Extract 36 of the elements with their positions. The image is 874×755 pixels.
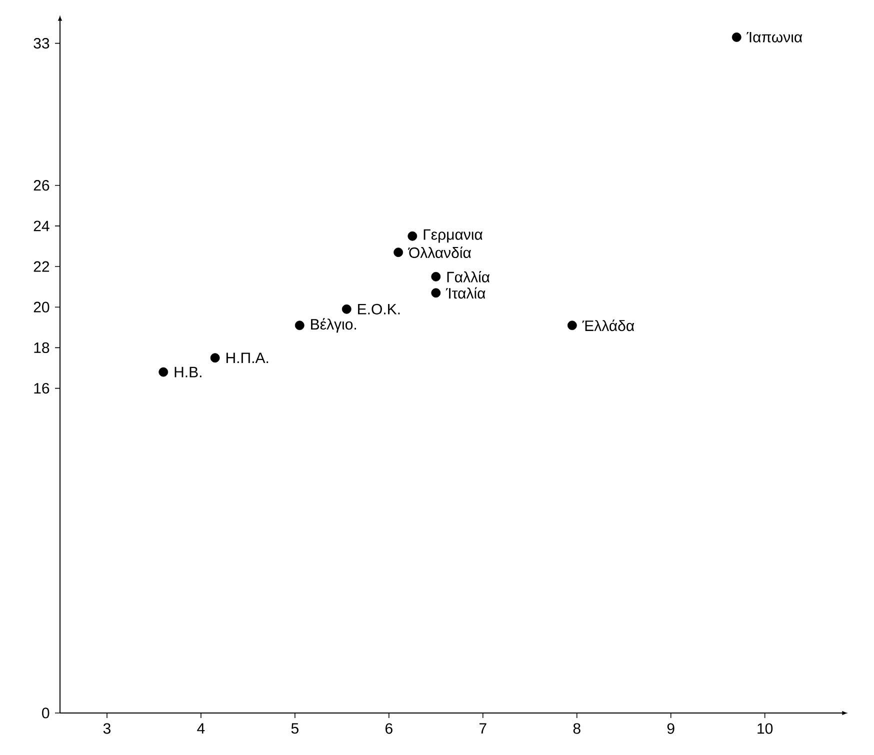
- point: [567, 320, 577, 330]
- point: [394, 248, 404, 258]
- annotation: Ίταλία: [446, 287, 486, 299]
- y-tick-label: 26: [34, 180, 50, 191]
- annotation: Έλλάδα: [582, 320, 634, 332]
- x-tick-label: 6: [386, 723, 392, 734]
- x-tick-label: 3: [103, 723, 111, 734]
- annotation: Ίαπωνια: [746, 32, 802, 42]
- annotation: Η.Β.: [174, 366, 202, 378]
- x-tick-label: 10: [758, 723, 773, 734]
- x-tick-label: 9: [667, 723, 674, 734]
- annotation: Η.Π.Α.: [226, 352, 268, 364]
- point: [408, 231, 418, 241]
- x-tick-label: 4: [197, 723, 205, 734]
- point: [431, 272, 441, 282]
- y-tick-label: 18: [34, 342, 50, 354]
- annotation: Γερμανια: [424, 229, 482, 243]
- point: [732, 32, 742, 42]
- point: [342, 304, 352, 314]
- point: [158, 367, 168, 377]
- annotation: Ε.Ο.Κ.: [358, 304, 400, 314]
- y-tick-label: 0: [42, 708, 50, 718]
- y-tick-label: 20: [34, 302, 50, 312]
- annotation: Όλλανδία: [408, 246, 471, 258]
- y-tick-label: 24: [34, 220, 50, 232]
- x-tick-label: 8: [573, 723, 580, 734]
- x-tick-label: 7: [479, 723, 486, 734]
- point: [294, 320, 304, 330]
- annotation: Βέλγιο.: [311, 318, 356, 333]
- y-tick-label: 33: [34, 38, 50, 49]
- x-tick-label: 5: [291, 723, 298, 734]
- point: [431, 288, 441, 298]
- annotation: Γαλλία: [447, 270, 490, 282]
- y-tick-label: 22: [34, 261, 50, 272]
- point: [210, 353, 220, 363]
- y-tick-label: 16: [34, 382, 50, 394]
